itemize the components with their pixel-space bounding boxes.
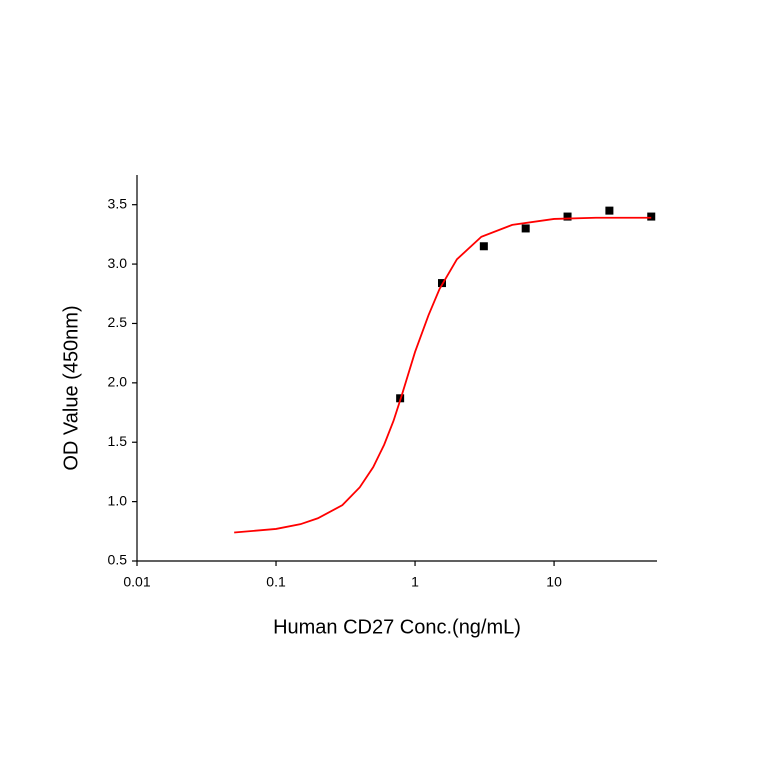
y-tick-label: 1.0: [108, 492, 128, 508]
data-point: [521, 224, 530, 233]
data-point: [479, 242, 488, 251]
x-tick-label: 1: [411, 574, 419, 590]
y-tick-label: 2.5: [108, 314, 128, 330]
x-tick-label: 10: [546, 574, 562, 590]
y-tick-label: 0.5: [108, 552, 128, 568]
data-point: [647, 212, 656, 221]
fit-curve: [234, 216, 652, 534]
x-axis-label: Human CD27 Conc.(ng/mL): [273, 616, 521, 638]
x-tick-label: 0.1: [266, 574, 286, 590]
y-tick-label: 3.0: [108, 255, 128, 271]
y-tick-label: 3.5: [108, 195, 128, 211]
y-tick-label: 1.5: [108, 433, 128, 449]
data-point: [605, 206, 614, 215]
data-point: [563, 212, 572, 221]
x-tick-label: 0.01: [123, 574, 150, 590]
y-tick-label: 2.0: [108, 374, 128, 390]
y-axis-label: OD Value (450nm): [60, 305, 82, 470]
